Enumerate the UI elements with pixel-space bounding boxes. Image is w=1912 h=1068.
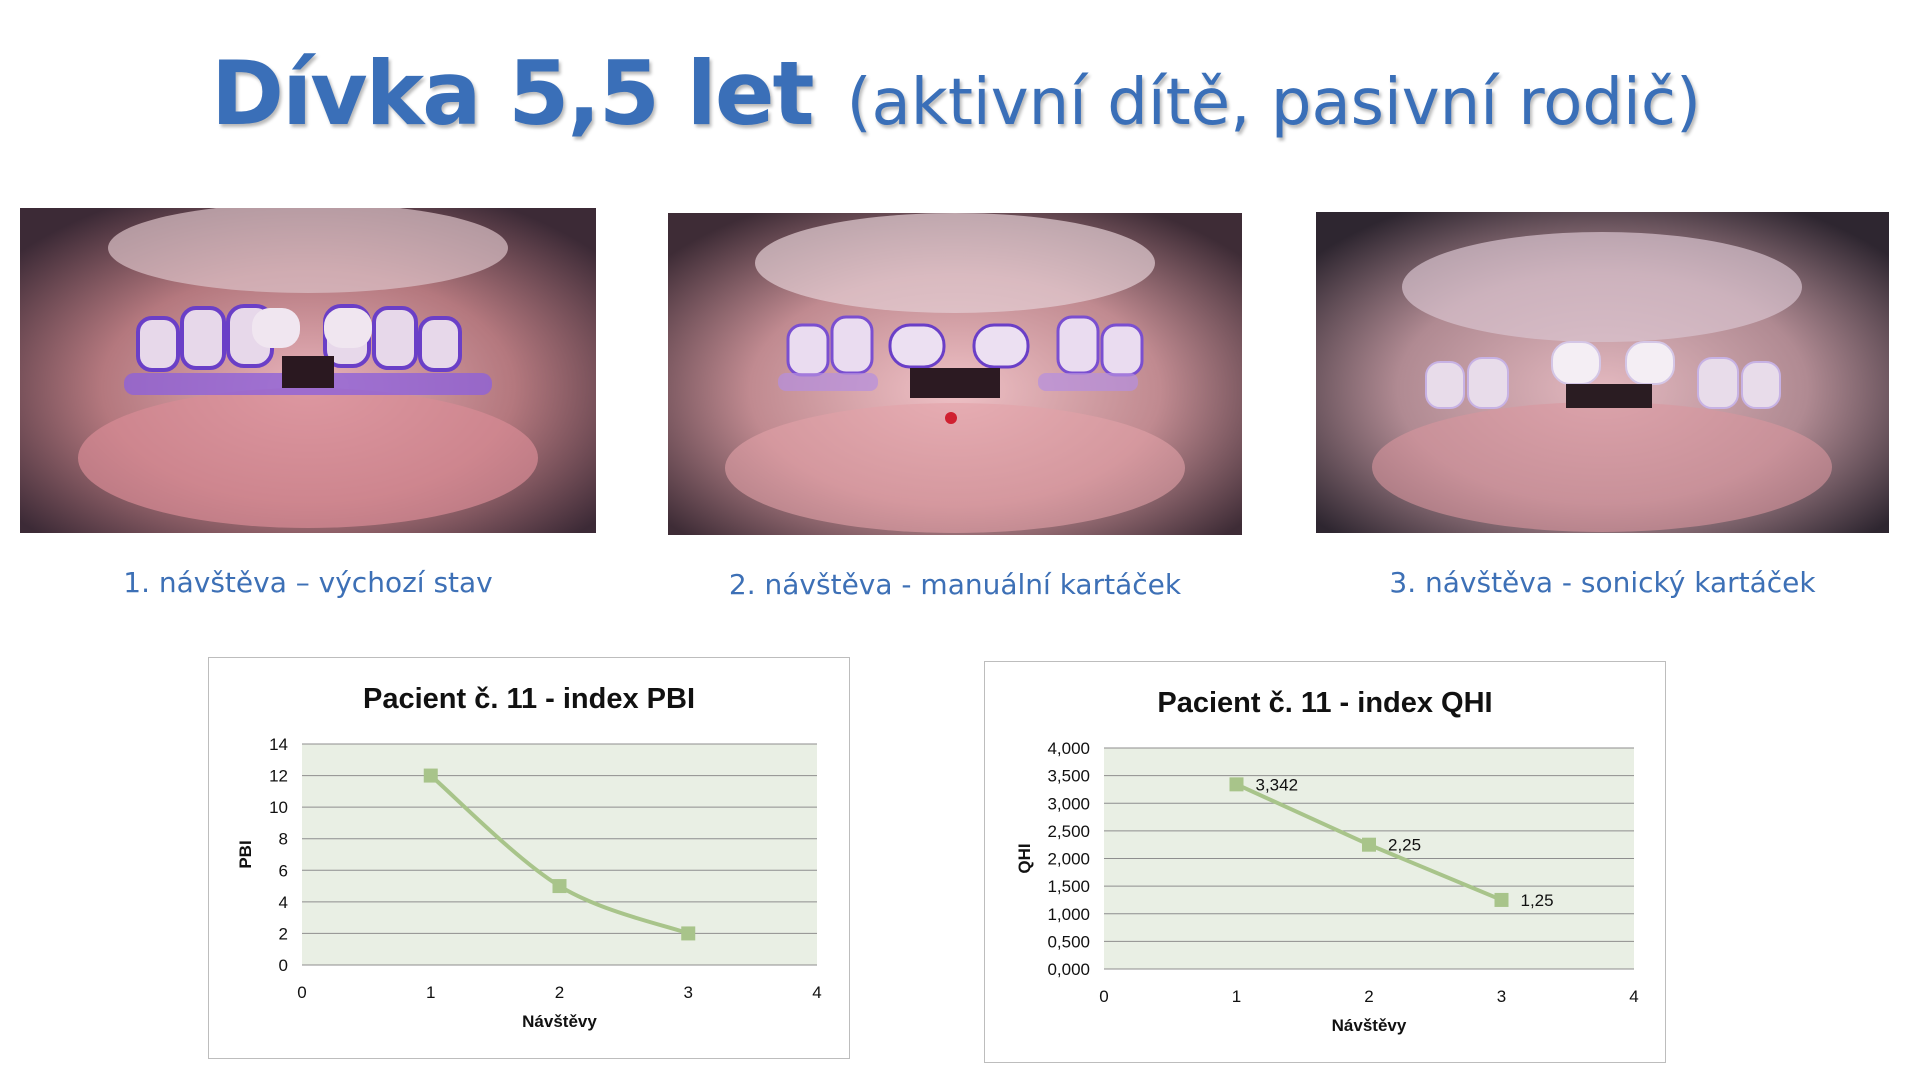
- y-tick-label: 0: [279, 956, 288, 975]
- y-tick-label: 1,500: [1047, 877, 1090, 896]
- slide-title: Dívka 5,5 let (aktivní dítě, pasivní rodi…: [0, 42, 1912, 145]
- x-tick-label: 1: [1232, 987, 1241, 1006]
- y-tick-label: 3,000: [1047, 794, 1090, 813]
- chart-title: Pacient č. 11 - index QHI: [1157, 687, 1492, 719]
- photo-caption-3: 3. návštěva - sonický kartáček: [1389, 566, 1816, 599]
- photo-visit-3: [1316, 212, 1889, 533]
- x-tick-label: 4: [812, 983, 821, 1002]
- y-tick-label: 2,000: [1047, 850, 1090, 869]
- chart-pbi: Pacient č. 11 - index PBI 0 2 4 6 8 10 12 14 0 1 2 3…: [208, 657, 850, 1059]
- y-tick-label: 12: [269, 767, 288, 786]
- photo-caption-1: 1. návštěva – výchozí stav: [123, 566, 493, 599]
- y-tick-label: 2,500: [1047, 822, 1090, 841]
- x-tick-label: 2: [1364, 987, 1373, 1006]
- data-point: [681, 926, 696, 941]
- y-tick-label: 4,000: [1047, 739, 1090, 758]
- photo-visit-2: [668, 213, 1242, 535]
- y-tick-label: 2: [279, 924, 288, 943]
- data-label: 3,342: [1256, 775, 1299, 794]
- y-tick-label: 14: [269, 735, 288, 754]
- data-point: [552, 879, 567, 894]
- x-tick-label: 4: [1629, 987, 1638, 1006]
- chart-qhi: Pacient č. 11 - index QHI 0,000 0,500 1,000…: [984, 661, 1666, 1063]
- photo-caption-2: 2. návštěva - manuální kartáček: [728, 568, 1182, 601]
- y-tick-label: 10: [269, 798, 288, 817]
- y-tick-label: 0,500: [1047, 932, 1090, 951]
- x-axis-label: Návštěvy: [522, 1012, 597, 1031]
- x-tick-label: 3: [684, 983, 693, 1002]
- slide-title-sub: (aktivní dítě, pasivní rodič): [846, 66, 1701, 140]
- plot-area: [302, 744, 817, 965]
- data-point: [1362, 837, 1376, 852]
- x-tick-label: 1: [426, 983, 435, 1002]
- y-tick-label: 3,500: [1047, 767, 1090, 786]
- x-tick-label: 3: [1497, 987, 1506, 1006]
- data-point: [1229, 777, 1244, 792]
- photo-visit-1: [20, 208, 596, 533]
- x-tick-label: 2: [555, 983, 564, 1002]
- data-point: [423, 768, 438, 783]
- y-tick-label: 0,000: [1047, 960, 1090, 979]
- y-tick-label: 4: [279, 893, 288, 912]
- x-tick-label: 0: [297, 983, 306, 1002]
- data-label: 1,25: [1521, 891, 1554, 910]
- slide-title-main: Dívka 5,5 let: [211, 42, 815, 145]
- y-tick-label: 8: [279, 830, 288, 849]
- x-axis-label: Návštěvy: [1332, 1016, 1407, 1035]
- x-tick-label: 0: [1099, 987, 1108, 1006]
- y-tick-label: 1,000: [1047, 905, 1090, 924]
- chart-title: Pacient č. 11 - index PBI: [363, 683, 695, 715]
- data-point: [1494, 892, 1509, 907]
- data-label: 2,25: [1388, 836, 1421, 855]
- y-axis-label: PBI: [236, 840, 255, 868]
- y-axis-label: QHI: [1015, 843, 1034, 873]
- chart-qhi-svg: Pacient č. 11 - index QHI 0,000 0,500 1,000…: [1015, 687, 1639, 1035]
- y-tick-label: 6: [279, 861, 288, 880]
